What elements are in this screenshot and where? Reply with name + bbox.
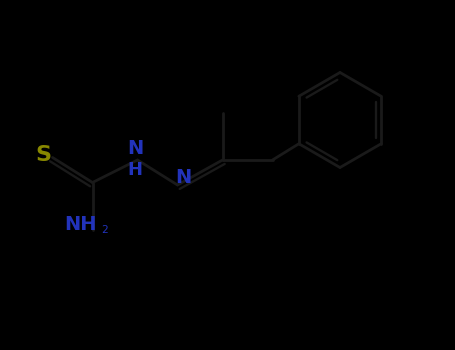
Text: NH: NH xyxy=(65,215,97,233)
Text: N: N xyxy=(127,139,143,158)
Text: N: N xyxy=(175,168,192,187)
Text: H: H xyxy=(127,161,142,179)
Text: S: S xyxy=(35,145,51,165)
Text: $_2$: $_2$ xyxy=(101,220,109,236)
